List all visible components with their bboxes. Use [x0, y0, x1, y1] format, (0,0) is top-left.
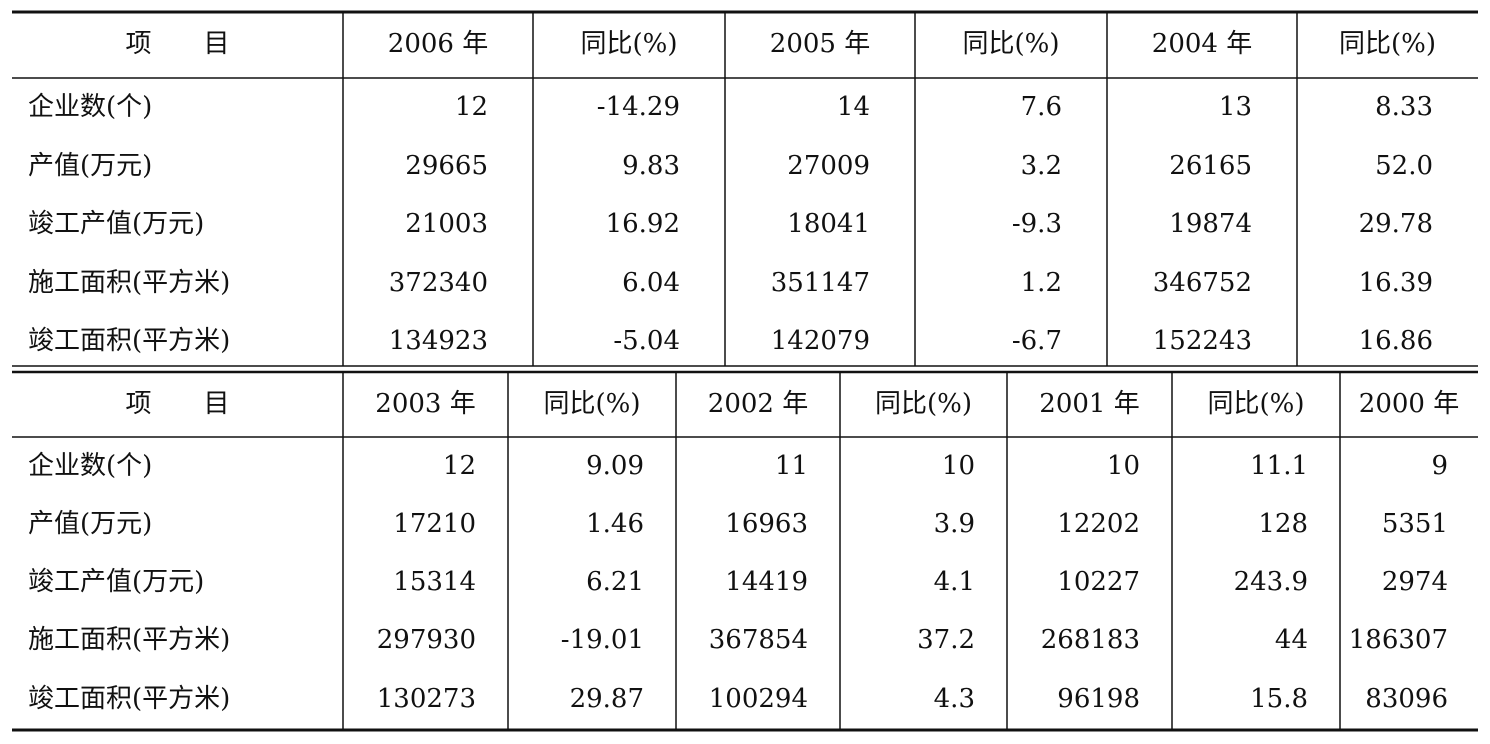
data-cell: 29665: [405, 151, 488, 181]
header-cell: 项 目: [125, 29, 229, 59]
data-cell: 29.87: [570, 684, 644, 714]
data-cell: 16.86: [1359, 326, 1433, 356]
header-cell: 2001 年: [1039, 389, 1139, 419]
row-label: 产值(万元): [28, 509, 152, 539]
data-cell: 3.2: [1021, 151, 1062, 181]
row-label: 产值(万元): [28, 151, 152, 181]
header-cell: 同比(%): [1339, 29, 1436, 59]
data-cell: 16963: [725, 509, 808, 539]
data-cell: 11.1: [1250, 451, 1308, 481]
data-cell: 44: [1275, 625, 1308, 655]
row-label: 施工面积(平方米): [28, 268, 230, 298]
header-cell: 同比(%): [1208, 389, 1305, 419]
data-cell: 15.8: [1250, 684, 1308, 714]
data-cell: 346752: [1153, 268, 1252, 298]
data-cell: 9.09: [586, 451, 644, 481]
data-cell: 2974: [1382, 567, 1448, 597]
header-cell: 2004 年: [1152, 29, 1252, 59]
data-cell: 10227: [1057, 567, 1140, 597]
data-cell: 11: [775, 451, 808, 481]
data-cell: -19.01: [561, 625, 644, 655]
data-cell: 14: [837, 92, 870, 122]
data-cell: 21003: [405, 209, 488, 239]
data-cell: 29.78: [1359, 209, 1433, 239]
row-label: 竣工面积(平方米): [28, 684, 230, 714]
row-label: 竣工面积(平方米): [28, 326, 230, 356]
data-cell: 14419: [725, 567, 808, 597]
data-cell: 10: [1107, 451, 1140, 481]
data-cell: -14.29: [597, 92, 680, 122]
data-cell: 12: [443, 451, 476, 481]
header-cell: 同比(%): [875, 389, 972, 419]
data-cell: 15314: [393, 567, 476, 597]
data-cell: 9: [1431, 451, 1448, 481]
data-cell: 372340: [389, 268, 488, 298]
data-cell: 297930: [377, 625, 476, 655]
data-cell: 19874: [1169, 209, 1252, 239]
data-cell: 17210: [393, 509, 476, 539]
data-cell: 16.39: [1359, 268, 1433, 298]
row-label: 竣工产值(万元): [28, 567, 204, 597]
header-cell: 同比(%): [544, 389, 641, 419]
data-cell: 100294: [709, 684, 808, 714]
data-cell: 96198: [1057, 684, 1140, 714]
header-cell: 2003 年: [375, 389, 475, 419]
data-cell: 186307: [1349, 625, 1448, 655]
row-label: 企业数(个): [28, 451, 152, 481]
data-cell: 1.46: [586, 509, 644, 539]
row-label: 企业数(个): [28, 92, 152, 122]
data-cell: 12202: [1057, 509, 1140, 539]
row-label: 竣工产值(万元): [28, 209, 204, 239]
data-cell: 7.6: [1021, 92, 1062, 122]
data-cell: 37.2: [917, 625, 975, 655]
data-cell: 130273: [377, 684, 476, 714]
data-cell: -9.3: [1012, 209, 1062, 239]
data-cell: 12: [455, 92, 488, 122]
data-cell: 83096: [1365, 684, 1448, 714]
data-cell: 52.0: [1375, 151, 1433, 181]
data-cell: 142079: [771, 326, 870, 356]
header-cell: 项 目: [125, 389, 229, 419]
data-cell: 134923: [389, 326, 488, 356]
data-cell: 6.21: [586, 567, 644, 597]
data-cell: 26165: [1169, 151, 1252, 181]
data-cell: 128: [1258, 509, 1308, 539]
data-cell: 9.83: [622, 151, 680, 181]
data-cell: 5351: [1382, 509, 1448, 539]
data-cell: 8.33: [1375, 92, 1433, 122]
header-cell: 2000 年: [1359, 389, 1459, 419]
data-cell: 152243: [1153, 326, 1252, 356]
data-cell: 1.2: [1021, 268, 1062, 298]
header-cell: 同比(%): [581, 29, 678, 59]
data-cell: -5.04: [613, 326, 680, 356]
data-cell: 3.9: [934, 509, 975, 539]
data-cell: 16.92: [606, 209, 680, 239]
data-cell: 268183: [1041, 625, 1140, 655]
header-cell: 2006 年: [388, 29, 488, 59]
data-cell: 351147: [771, 268, 870, 298]
data-cell: 4.3: [934, 684, 975, 714]
data-cell: 10: [942, 451, 975, 481]
data-cell: 243.9: [1234, 567, 1308, 597]
data-cell: 13: [1219, 92, 1252, 122]
data-cell: 27009: [787, 151, 870, 181]
header-cell: 2005 年: [770, 29, 870, 59]
data-cell: 367854: [709, 625, 808, 655]
data-cell: -6.7: [1012, 326, 1062, 356]
header-cell: 2002 年: [708, 389, 808, 419]
data-cell: 18041: [787, 209, 870, 239]
row-label: 施工面积(平方米): [28, 625, 230, 655]
header-cell: 同比(%): [963, 29, 1060, 59]
data-cell: 6.04: [622, 268, 680, 298]
data-cell: 4.1: [934, 567, 975, 597]
